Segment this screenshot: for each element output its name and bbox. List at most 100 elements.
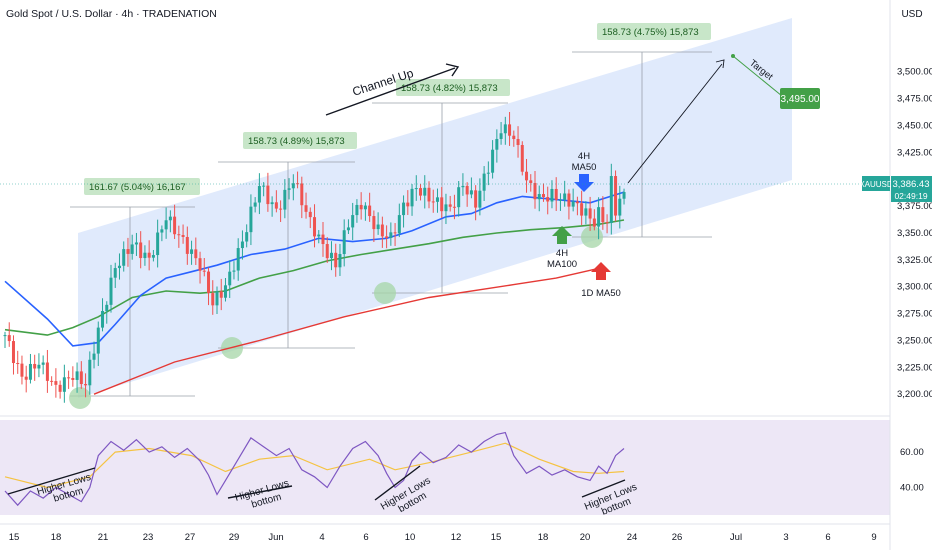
time-tick-label: 3 <box>783 532 788 543</box>
candle-body <box>62 377 66 392</box>
candle-body <box>385 236 389 239</box>
ma50-4h-line <box>4 191 625 347</box>
price-tick-label: 3,450.00 <box>897 120 932 131</box>
candle-body <box>194 249 198 259</box>
candle-body <box>28 363 32 380</box>
candle-body <box>622 192 626 199</box>
candle-body <box>376 224 380 230</box>
candle-body <box>402 202 406 216</box>
time-tick-label: 27 <box>185 532 196 543</box>
candle-body <box>37 364 41 369</box>
time-tick-label: 6 <box>363 532 368 543</box>
candle-body <box>575 201 579 204</box>
candle-body <box>410 188 414 207</box>
candle-body <box>33 363 37 369</box>
ma50-4h-label: MA50 <box>572 162 597 173</box>
up-arrow-icon <box>552 226 572 244</box>
candle-body <box>592 218 596 227</box>
candle-body <box>253 202 257 207</box>
candle-body <box>3 335 7 337</box>
price-tick-label: 3,350.00 <box>897 228 932 239</box>
bar-countdown: 02:49:19 <box>894 191 927 201</box>
rsi-line <box>4 431 625 507</box>
candle-body <box>525 171 529 181</box>
candle-body <box>474 190 478 208</box>
rsi-tick-label: 40.00 <box>900 482 924 493</box>
candle-body <box>533 182 537 200</box>
candle-body <box>122 249 126 266</box>
candle-body <box>190 249 194 254</box>
projection-arrow <box>627 63 723 184</box>
candle-body <box>304 205 308 212</box>
candle-body <box>79 371 83 385</box>
rsi-tick-label: 60.00 <box>900 447 924 458</box>
time-tick-label: 24 <box>627 532 638 543</box>
currency-label: USD <box>901 9 922 20</box>
arrow-head-icon <box>445 63 460 77</box>
time-tick-label: 20 <box>580 532 591 543</box>
candle-body <box>508 124 512 136</box>
candle-body <box>423 187 427 196</box>
price-tick-label: 3,250.00 <box>897 335 932 346</box>
candle-body <box>609 176 613 224</box>
candle-body <box>393 232 397 234</box>
candle-body <box>406 202 410 207</box>
candle-body <box>11 341 15 364</box>
candle-body <box>274 202 278 209</box>
candle-body <box>287 188 291 190</box>
higher-low-markers <box>69 226 603 409</box>
price-tick-label: 3,475.00 <box>897 94 932 105</box>
candle-body <box>351 215 355 228</box>
candle-body <box>457 187 461 208</box>
candle-body <box>257 186 261 203</box>
candle-body <box>448 204 452 207</box>
candle-body <box>109 277 113 305</box>
candle-body <box>156 232 160 256</box>
candle-body <box>558 199 562 201</box>
price-tick-label: 3,225.00 <box>897 362 932 373</box>
candle-body <box>101 311 105 328</box>
candle-body <box>567 193 571 207</box>
candle-body <box>117 265 121 269</box>
candle-body <box>334 252 338 268</box>
candle-body <box>440 197 444 212</box>
candle-body <box>130 244 134 254</box>
candle-body <box>618 198 622 216</box>
candle-body <box>397 215 401 234</box>
candle-body <box>151 255 155 258</box>
candle-body <box>134 242 138 245</box>
arrow-head-icon <box>715 59 725 69</box>
candle-body <box>414 188 418 190</box>
candle-body <box>554 188 558 201</box>
candle-body <box>126 249 130 254</box>
channel-up-arrow <box>325 67 456 116</box>
candle-body <box>486 172 490 174</box>
candle-body <box>614 176 618 216</box>
price-axis[interactable]: 3,500.00 3,475.00 3,450.00 3,425.00 3,375.00… <box>897 67 932 401</box>
channel-up-area <box>78 18 792 398</box>
candle-body <box>266 185 270 205</box>
time-tick-label: 15 <box>491 532 502 543</box>
measure-label: 158.73 (4.75%) 15,873 <box>602 27 699 38</box>
time-tick-label: Jun <box>268 532 283 543</box>
candle-body <box>368 205 372 217</box>
ma100-4h-label: 4H <box>556 248 568 259</box>
candle-body <box>84 384 88 386</box>
candle-body <box>313 217 317 237</box>
time-tick-label: 29 <box>229 532 240 543</box>
candle-body <box>113 268 117 278</box>
candle-body <box>168 216 172 221</box>
candle-body <box>537 194 541 200</box>
candle-body <box>249 206 253 233</box>
up-arrow-icon <box>591 262 611 280</box>
candle-body <box>41 362 45 365</box>
candle-body <box>469 190 473 195</box>
measure-labels: 161.67 (5.04%) 16,167 158.73 (4.89%) 15,… <box>84 23 711 195</box>
candle-body <box>20 363 24 377</box>
time-axis[interactable]: 15 18 21 23 27 29 Jun 4 6 10 12 15 18 20 24 26 Jul 3 6 9 <box>9 532 877 543</box>
price-tick-label: 3,200.00 <box>897 389 932 400</box>
rsi-trendlines <box>7 465 626 501</box>
candle-body <box>45 362 49 381</box>
candle-body <box>478 190 482 208</box>
